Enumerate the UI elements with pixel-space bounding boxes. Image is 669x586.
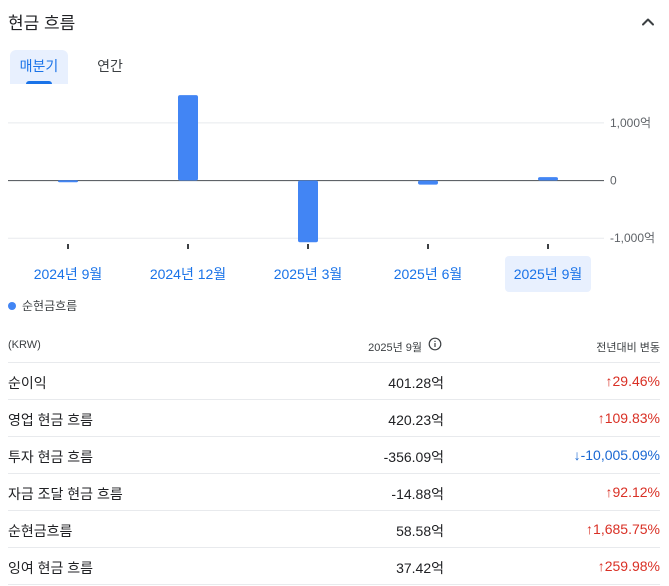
y-tick-label: -1,000억 [610,231,655,245]
bar[interactable] [418,180,438,185]
active-tab-indicator [26,81,52,84]
row-change-value: 29.46% [612,373,660,389]
row-change: ↑29.46% [606,373,660,389]
x-axis-label[interactable]: 2025년 9월 [505,256,591,292]
row-change: ↑1,685.75% [586,521,660,537]
row-change-value: 1,685.75% [593,521,660,537]
arrow-down-icon: ↓ [573,447,581,463]
table-row: 순현금흐름 58.58억 ↑1,685.75% [8,511,660,548]
x-axis-label[interactable]: 2025년 6월 [393,266,463,282]
period-header: 2025년 9월 [368,342,422,354]
chart-legend: 순현금흐름 [8,297,77,315]
row-value: -356.09억 [383,449,444,465]
arrow-up-icon: ↑ [605,373,613,389]
tab-quarterly[interactable]: 매분기 [10,50,68,84]
row-value: -14.88억 [391,486,444,502]
row-value: 401.28억 [388,375,444,391]
table-row: 잉여 현금 흐름 37.42억 ↑259.98% [8,548,660,585]
cash-flow-table: (KRW) 2025년 9월 전년대비 변동 순이익 401.28억 ↑29.46%… [8,326,660,585]
arrow-up-icon: ↑ [605,484,613,500]
row-change: ↑259.98% [598,558,660,574]
tab-annual[interactable]: 연간 [90,50,130,84]
chevron-up-icon[interactable] [636,10,660,34]
row-change-value: 109.83% [604,410,660,426]
section-header: 현금 흐름 [0,0,669,40]
table-row: 순이익 401.28억 ↑29.46% [8,363,660,400]
y-tick-label: 1,000억 [610,116,651,130]
change-header: 전년대비 변동 [596,342,660,354]
arrow-up-icon: ↑ [597,410,605,426]
arrow-up-icon: ↑ [597,558,605,574]
row-name: 순현금흐름 [8,523,73,539]
table-body: 순이익 401.28억 ↑29.46% 영업 현금 흐름 420.23억 ↑109.83%… [8,363,660,585]
row-name: 영업 현금 흐름 [8,412,94,428]
tab-annual-label: 연간 [97,58,123,74]
row-name: 잉여 현금 흐름 [8,560,94,576]
bar[interactable] [58,180,78,183]
bar[interactable] [178,95,198,181]
unit-header: (KRW) [8,339,41,351]
table-row: 자금 조달 현금 흐름 -14.88억 ↑92.12% [8,474,660,511]
row-value: 420.23억 [388,412,444,428]
row-change: ↑92.12% [606,484,660,500]
x-axis-label[interactable]: 2025년 3월 [273,266,343,282]
x-axis-label[interactable]: 2024년 9월 [33,266,103,282]
section-title: 현금 흐름 [8,14,76,33]
row-value: 58.58억 [396,523,444,539]
x-axis-label[interactable]: 2024년 12월 [149,266,227,282]
row-change: ↑109.83% [598,410,660,426]
row-name: 자금 조달 현금 흐름 [8,486,123,502]
table-row: 투자 현금 흐름 -356.09억 ↓-10,005.09% [8,437,660,474]
row-name: 순이익 [8,375,47,391]
y-tick-label: 0 [610,174,617,188]
row-change-value: -10,005.09% [580,447,660,463]
tab-quarterly-label: 매분기 [19,58,59,74]
cash-flow-chart: 1,000억 0 -1,000억 [8,95,655,249]
chart-x-axis-labels: 2024년 9월 2024년 12월 2025년 3월 2025년 6월 2025년 9… [0,256,669,292]
table-header: (KRW) 2025년 9월 전년대비 변동 [8,326,660,363]
row-change-value: 259.98% [604,558,660,574]
legend-label: 순현금흐름 [22,299,78,313]
row-change-value: 92.12% [612,484,660,500]
arrow-up-icon: ↑ [586,521,594,537]
table-row: 영업 현금 흐름 420.23억 ↑109.83% [8,400,660,437]
bar[interactable] [538,177,558,181]
bar[interactable] [298,180,318,243]
row-value: 37.42억 [396,560,444,576]
info-icon[interactable] [428,337,442,351]
row-change: ↓-10,005.09% [574,447,660,463]
row-name: 투자 현금 흐름 [8,449,94,465]
legend-dot-icon [8,301,16,310]
